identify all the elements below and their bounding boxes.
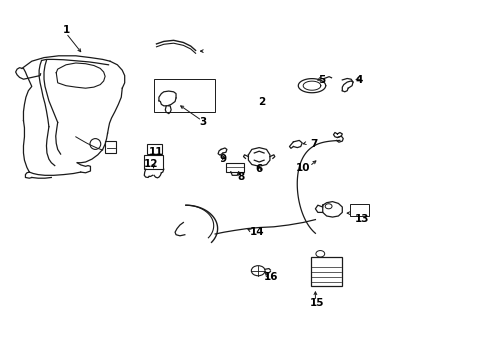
Text: 13: 13 xyxy=(354,213,368,224)
Text: 14: 14 xyxy=(249,227,264,237)
Text: 10: 10 xyxy=(295,163,310,174)
Text: 7: 7 xyxy=(309,139,317,149)
Text: 6: 6 xyxy=(255,164,262,174)
Text: 8: 8 xyxy=(237,172,244,182)
Text: 1: 1 xyxy=(62,24,69,35)
Bar xyxy=(225,163,243,172)
Text: 16: 16 xyxy=(263,272,278,282)
Bar xyxy=(144,155,163,169)
Text: 3: 3 xyxy=(199,117,206,127)
Bar xyxy=(349,204,368,216)
Bar xyxy=(146,144,162,154)
Text: 9: 9 xyxy=(220,154,226,164)
Bar xyxy=(105,141,116,153)
Text: 2: 2 xyxy=(258,96,264,107)
Text: 4: 4 xyxy=(355,75,363,85)
Bar xyxy=(310,257,342,286)
Text: 15: 15 xyxy=(309,298,324,308)
Text: 5: 5 xyxy=(318,75,325,85)
Text: 11: 11 xyxy=(149,147,163,157)
Bar xyxy=(154,79,215,112)
Text: 12: 12 xyxy=(143,159,158,169)
